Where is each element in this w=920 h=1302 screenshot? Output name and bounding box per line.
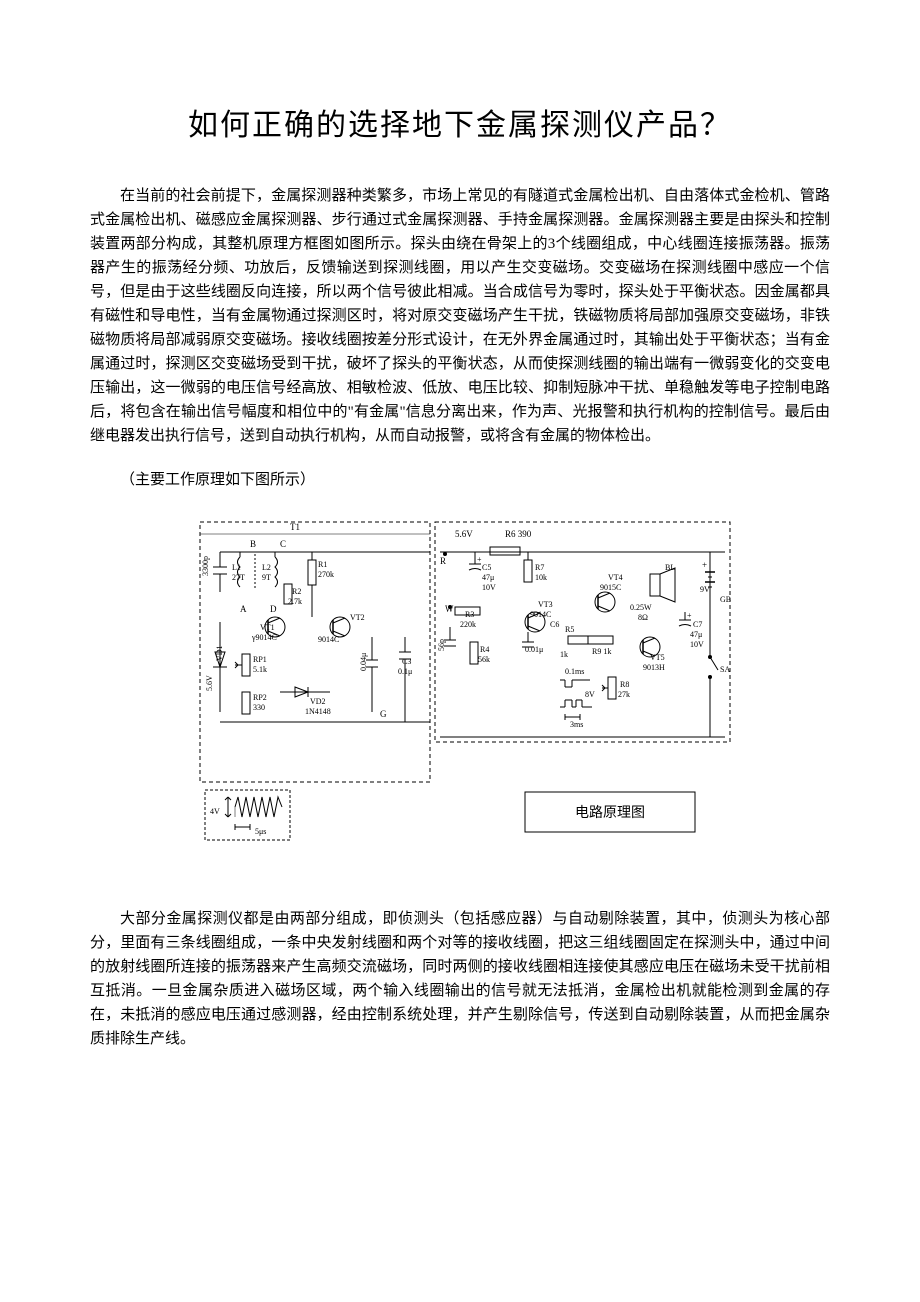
svg-text:8V: 8V [585,690,595,699]
svg-text:R1: R1 [318,560,327,569]
svg-text:B: B [250,539,256,549]
document-title: 如何正确的选择地下金属探测仪产品？ [90,100,830,144]
svg-text:9014C: 9014C [530,610,551,619]
svg-text:9013H: 9013H [643,663,665,672]
svg-text:+: + [477,555,482,564]
svg-text:G: G [380,709,387,719]
svg-text:220k: 220k [460,620,476,629]
svg-text:RP2: RP2 [253,693,267,702]
svg-text:27k: 27k [618,690,630,699]
svg-text:R6 390: R6 390 [505,529,532,539]
svg-text:3300p: 3300p [201,556,210,576]
svg-text:+: + [687,611,692,620]
svg-text:R: R [440,556,446,566]
svg-text:9V: 9V [700,585,710,594]
svg-text:47μ: 47μ [690,630,702,639]
svg-text:10V: 10V [690,640,704,649]
diagram-container: T1 B C 5.6V R6 390 3300p L1 27T L2 9T [90,512,830,877]
svg-text:0.01μ: 0.01μ [525,645,543,654]
svg-text:C3: C3 [402,657,411,666]
svg-text:330: 330 [253,703,265,712]
svg-text:C5: C5 [482,563,491,572]
svg-text:9015C: 9015C [600,583,621,592]
diagram-caption: （主要工作原理如下图所示） [90,468,830,492]
svg-text:A: A [240,604,247,614]
svg-text:4V: 4V [210,807,220,816]
svg-text:C: C [280,539,286,549]
paragraph-2: 大部分金属探测仪都是由两部分组成，即侦测头（包括感应器）与自动剔除装置，其中，侦… [90,907,830,1051]
svg-text:10V: 10V [482,583,496,592]
svg-text:电路原理图: 电路原理图 [575,805,645,821]
svg-text:47μ: 47μ [482,573,494,582]
svg-text:56k: 56k [478,655,490,664]
svg-text:1N4148: 1N4148 [305,707,331,716]
svg-text:R2: R2 [292,587,301,596]
svg-text:γ9014C: γ9014C [251,633,277,642]
svg-text:5μs: 5μs [255,827,266,836]
paragraph-1: 在当前的社会前提下，金属探测器种类繁多，市场上常见的有隧道式金属检出机、自由落体… [90,184,830,448]
svg-text:R4: R4 [480,645,489,654]
svg-text:R7: R7 [535,563,544,572]
svg-text:L2: L2 [262,563,271,572]
svg-text:VT2: VT2 [350,613,365,622]
svg-text:5.1k: 5.1k [253,665,267,674]
svg-text:RP1: RP1 [253,655,267,664]
svg-text:GB: GB [720,595,731,604]
svg-text:R9 1k: R9 1k [592,647,611,656]
svg-text:VD2: VD2 [310,697,326,706]
svg-text:D: D [270,604,277,614]
svg-text:9T: 9T [262,573,271,582]
svg-text:5.6V: 5.6V [455,529,473,539]
svg-text:VT4: VT4 [608,573,623,582]
svg-text:270k: 270k [318,570,334,579]
svg-text:R8: R8 [620,680,629,689]
svg-text:56p: 56p [437,639,446,651]
svg-text:R5: R5 [565,625,574,634]
circuit-diagram: T1 B C 5.6V R6 390 3300p L1 27T L2 9T [180,512,740,872]
svg-text:SA: SA [720,665,730,674]
svg-text:C7: C7 [693,620,702,629]
svg-text:BL: BL [665,563,675,572]
svg-text:10k: 10k [535,573,547,582]
svg-text:+: + [702,560,707,570]
svg-text:8Ω: 8Ω [638,613,648,622]
svg-text:C6: C6 [550,620,559,629]
svg-text:0.04μ: 0.04μ [359,653,368,671]
svg-text:1k: 1k [560,650,568,659]
svg-text:T1: T1 [290,522,300,532]
svg-text:0.1ms: 0.1ms [565,667,584,676]
svg-text:2.7k: 2.7k [288,597,302,606]
svg-text:VT3: VT3 [538,600,553,609]
svg-text:0.25W: 0.25W [630,603,652,612]
svg-text:5.6V: 5.6V [205,675,214,691]
svg-text:3ms: 3ms [570,720,583,729]
